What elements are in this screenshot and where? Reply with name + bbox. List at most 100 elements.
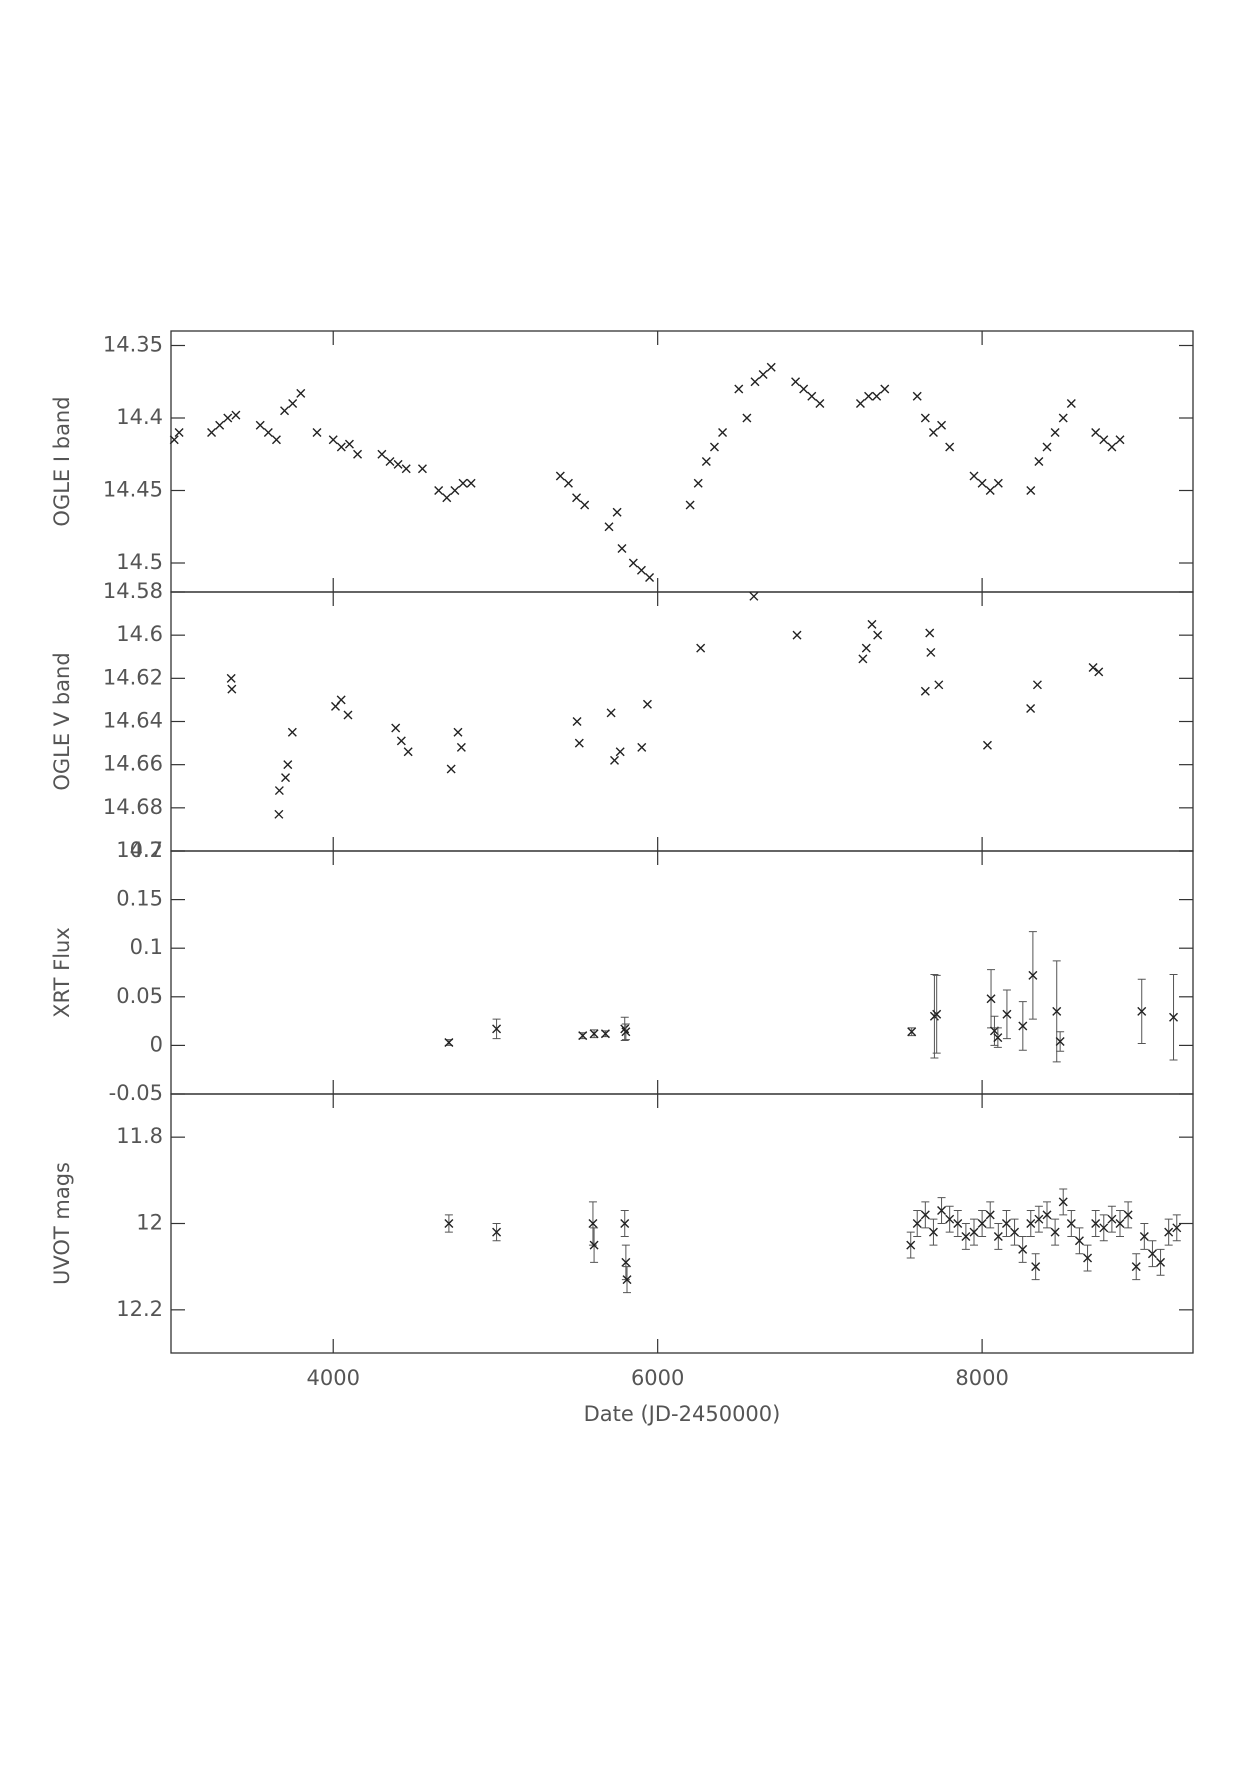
- point: [696, 643, 706, 653]
- point: [1107, 442, 1117, 452]
- point: [580, 500, 590, 510]
- point: [620, 1024, 630, 1034]
- y-tick-label: 14.58: [103, 579, 163, 603]
- y-tick-label: 14.62: [103, 665, 163, 689]
- point: [442, 493, 452, 503]
- point: [391, 723, 401, 733]
- point: [353, 449, 363, 459]
- point: [912, 1219, 922, 1228]
- point: [907, 1027, 917, 1037]
- point: [621, 1257, 631, 1267]
- point: [280, 406, 290, 416]
- point: [993, 1231, 1003, 1241]
- point: [450, 486, 460, 495]
- point: [589, 1240, 599, 1250]
- point: [636, 565, 646, 575]
- y-axis-label: UVOT mags: [50, 1162, 74, 1285]
- point: [861, 643, 871, 653]
- point: [589, 1029, 599, 1039]
- y-tick-label: 12: [136, 1211, 163, 1235]
- point: [953, 1219, 963, 1228]
- point: [377, 449, 387, 459]
- point: [1042, 442, 1052, 452]
- point: [1032, 680, 1042, 690]
- y-tick-label: 14.7: [116, 838, 163, 862]
- point: [1031, 1262, 1041, 1272]
- point: [982, 740, 992, 750]
- point: [1137, 1006, 1147, 1016]
- point: [1066, 399, 1076, 408]
- point: [492, 1024, 502, 1034]
- point: [385, 457, 395, 466]
- point: [403, 747, 413, 757]
- point: [444, 1219, 454, 1228]
- point: [288, 399, 298, 408]
- point: [615, 747, 625, 757]
- point: [1164, 1227, 1174, 1237]
- point: [928, 428, 938, 437]
- point: [1107, 1214, 1117, 1224]
- point: [693, 478, 703, 488]
- point: [1050, 1227, 1060, 1237]
- y-tick-label: 14.66: [103, 752, 163, 776]
- y-tick-label: 0.1: [130, 935, 163, 959]
- point: [993, 478, 1003, 488]
- point: [434, 486, 444, 495]
- y-tick-label: 14.45: [103, 478, 163, 502]
- point: [283, 760, 293, 770]
- point: [749, 591, 759, 601]
- point: [555, 471, 565, 481]
- point: [766, 362, 776, 372]
- point: [906, 1240, 916, 1250]
- point: [207, 428, 217, 437]
- point: [393, 459, 403, 469]
- point: [1042, 1210, 1052, 1220]
- point: [1091, 428, 1101, 437]
- point: [296, 388, 306, 398]
- point: [281, 773, 291, 783]
- point: [1018, 1021, 1028, 1031]
- point: [621, 1027, 631, 1037]
- point: [226, 673, 236, 683]
- point: [456, 742, 466, 752]
- point: [642, 699, 652, 709]
- point: [864, 391, 874, 401]
- point: [815, 399, 825, 408]
- point: [807, 391, 817, 401]
- point: [1091, 1219, 1101, 1228]
- point: [985, 486, 995, 495]
- point: [734, 384, 744, 394]
- point: [174, 428, 184, 437]
- point: [1026, 486, 1036, 495]
- point: [344, 439, 354, 449]
- y-axis-label: OGLE V band: [50, 652, 74, 790]
- y-tick-label: 14.68: [103, 795, 163, 819]
- x-tick-label: 6000: [631, 1366, 684, 1390]
- point: [1028, 970, 1038, 980]
- point: [1094, 667, 1104, 677]
- x-tick-label: 4000: [306, 1366, 359, 1390]
- y-tick-label: 12.2: [116, 1297, 163, 1321]
- point: [1099, 1223, 1109, 1233]
- point: [1052, 1006, 1062, 1016]
- point: [934, 680, 944, 690]
- point: [1010, 1227, 1020, 1237]
- y-tick-label: 14.4: [116, 405, 163, 429]
- point: [1172, 1223, 1182, 1233]
- point: [458, 478, 468, 488]
- y-axis-label: XRT Flux: [50, 927, 74, 1018]
- point: [620, 1219, 630, 1228]
- point: [855, 399, 865, 408]
- point: [1050, 428, 1060, 437]
- point: [274, 809, 284, 819]
- point: [969, 471, 979, 481]
- point: [578, 1031, 588, 1041]
- point: [1088, 663, 1098, 673]
- point: [986, 994, 996, 1004]
- point: [396, 736, 406, 746]
- point: [920, 413, 930, 423]
- point: [1147, 1249, 1157, 1259]
- panel-frame: [170, 591, 1194, 852]
- point: [169, 435, 179, 445]
- point: [617, 544, 627, 553]
